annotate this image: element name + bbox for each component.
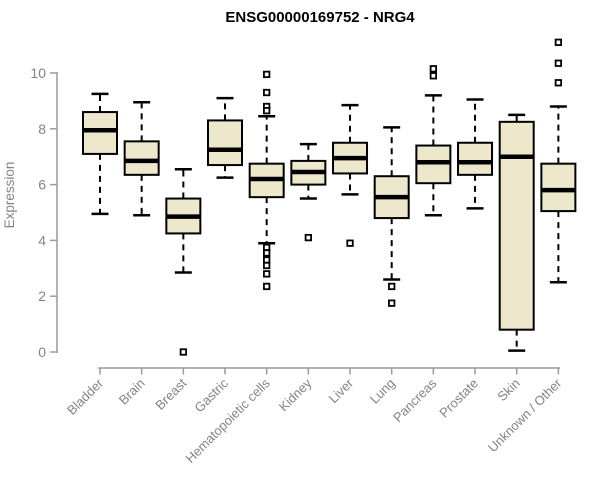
x-category-label-prostate: Prostate bbox=[436, 376, 481, 421]
x-category-label-kidney: Kidney bbox=[276, 375, 315, 414]
y-tick-label: 10 bbox=[30, 65, 46, 81]
y-tick-label: 4 bbox=[38, 232, 46, 248]
outlier-point bbox=[263, 243, 271, 252]
outlier-point bbox=[554, 79, 563, 87]
y-tick-label: 0 bbox=[38, 344, 46, 360]
outlier-point bbox=[263, 256, 271, 264]
outlier-point bbox=[554, 38, 563, 46]
x-category-label-liver: Liver bbox=[326, 375, 357, 406]
iqr-box bbox=[207, 119, 244, 167]
y-tick-label: 2 bbox=[38, 288, 46, 304]
iqr-box bbox=[457, 141, 494, 176]
outlier-point bbox=[346, 239, 354, 247]
y-axis: 0 2 4 6 8 10 bbox=[30, 65, 58, 360]
x-category-label-bladder: Bladder bbox=[64, 375, 107, 418]
box-prostate bbox=[457, 98, 494, 210]
box-brain bbox=[123, 101, 160, 217]
outlier-point bbox=[263, 249, 271, 257]
x-category-label-lung: Lung bbox=[367, 376, 398, 407]
y-axis-label: Expression bbox=[2, 162, 17, 229]
outlier-point bbox=[263, 70, 271, 79]
y-tick-label: 6 bbox=[38, 177, 46, 193]
x-category-label-skin: Skin bbox=[494, 376, 522, 404]
iqr-box bbox=[540, 162, 577, 213]
outlier-point bbox=[179, 348, 187, 356]
outlier-point bbox=[263, 88, 271, 97]
x-category-label-pancreas: Pancreas bbox=[390, 375, 440, 425]
outlier-point bbox=[263, 270, 271, 278]
x-category-label-gastric: Gastric bbox=[191, 375, 231, 415]
outlier-point bbox=[554, 59, 563, 67]
x-category-label-brain: Brain bbox=[116, 376, 148, 408]
box-hematopoietic-cells bbox=[248, 70, 285, 291]
box-liver bbox=[332, 103, 369, 247]
outlier-point bbox=[429, 65, 438, 73]
box-gastric bbox=[207, 96, 244, 179]
box-breast bbox=[165, 168, 202, 356]
outlier-point bbox=[263, 282, 271, 291]
outlier-point bbox=[304, 233, 313, 242]
iqr-box bbox=[498, 120, 535, 331]
box-kidney bbox=[290, 142, 327, 242]
outlier-point bbox=[388, 282, 396, 291]
box-skin bbox=[498, 113, 535, 352]
iqr-box bbox=[82, 111, 118, 155]
outlier-point bbox=[263, 261, 271, 270]
outlier-point bbox=[429, 72, 438, 80]
y-tick-label: 8 bbox=[38, 121, 46, 137]
chart-title: ENSG00000169752 - NRG4 bbox=[225, 9, 415, 26]
outlier-point bbox=[263, 107, 271, 115]
box-bladder bbox=[82, 92, 118, 216]
boxplot-series bbox=[82, 38, 577, 356]
box-pancreas bbox=[415, 65, 452, 217]
x-category-label-unknown-other: Unknown / Other bbox=[485, 375, 565, 455]
iqr-box bbox=[123, 140, 160, 176]
x-category-label-breast: Breast bbox=[152, 375, 189, 412]
box-lung bbox=[373, 126, 410, 307]
outlier-point bbox=[388, 299, 396, 307]
box-unknown-other bbox=[540, 38, 577, 284]
